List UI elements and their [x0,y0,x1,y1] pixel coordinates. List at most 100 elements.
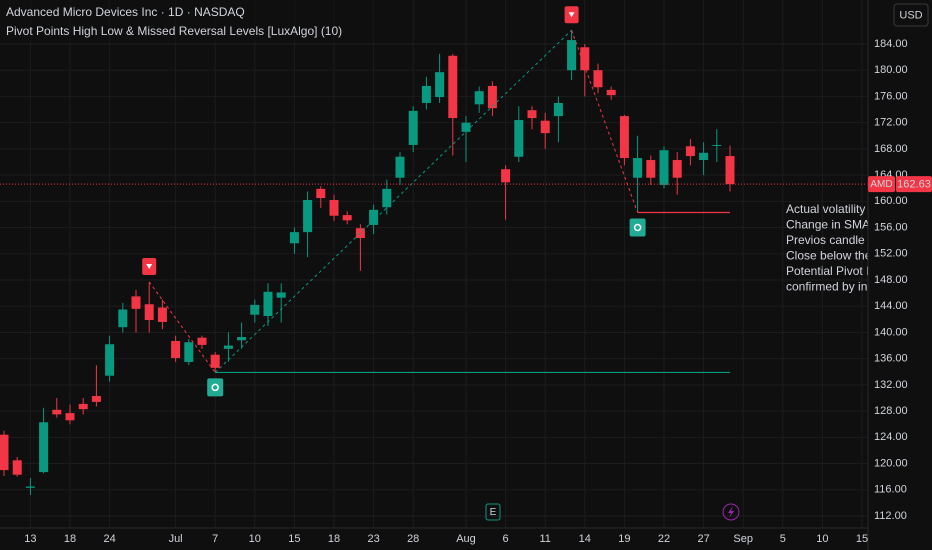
candle-body [91,396,101,402]
zigzag-line [571,30,639,213]
y-tick-label: 180.00 [874,64,908,76]
candle-body [633,158,643,178]
candle-body [435,72,445,98]
candle-body [408,110,418,145]
y-tick-label: 136.00 [874,353,908,365]
y-tick-label: 124.00 [874,431,908,443]
x-tick-label: 23 [367,533,379,545]
event-marker [485,503,501,521]
y-tick-label: 120.00 [874,457,908,469]
symbol-tag-label: AMD [870,179,892,190]
event-dividend [722,503,740,521]
candle-body [474,91,484,105]
annotation-text: Actual volatility is hig [786,202,897,216]
candle-body [580,47,590,71]
x-tick-label: 24 [103,533,115,545]
candle-body [725,156,735,185]
candle-body [369,209,379,225]
candle-body [646,160,656,178]
y-tick-label: 144.00 [874,300,908,312]
candle-body [342,215,352,221]
currency-label[interactable]: USD [899,9,922,21]
candle-body [276,292,286,298]
y-tick-label: 156.00 [874,221,908,233]
axes: 112.00 116.00 120.00 124.00 128.00 132.00 136.… [24,38,932,545]
annotation-text: Close below the prior [786,249,899,263]
y-tick-label: 160.00 [874,195,908,207]
candle-body [355,228,365,239]
grid [0,0,868,528]
pivot-high-arrow [568,12,575,18]
pivot-high-arrow [146,263,153,269]
pivot-low-marker [207,378,224,397]
y-tick-label: 172.00 [874,117,908,129]
candle-body [157,307,167,322]
candle-body [501,169,511,183]
candle-body [487,85,497,109]
candle-body [329,200,339,216]
zigzag-line [214,29,572,373]
candle-body [421,85,431,103]
currency-button[interactable] [893,3,929,27]
price-axis [868,0,932,550]
time-axis [0,528,868,550]
x-tick-label: 18 [64,533,76,545]
candle-body [210,354,220,368]
x-tick-label: 5 [780,533,786,545]
candle-body [606,89,616,96]
candle-body [514,120,524,157]
legend-bg [0,0,385,42]
candle-body [131,296,141,309]
y-tick-label: 176.00 [874,90,908,102]
candle-body [144,304,154,320]
y-tick-label: 168.00 [874,143,908,155]
candle-body [223,345,233,349]
x-tick-label: 19 [618,533,630,545]
x-tick-label: 13 [24,533,36,545]
x-tick-label: 10 [249,533,261,545]
candle-body [105,344,115,376]
candle-body [171,340,181,359]
candle-body [395,156,405,178]
x-tick-label: Sep [733,533,753,545]
candle-body [65,413,75,421]
x-tick-label: 10 [816,533,828,545]
candle-body [263,291,273,317]
price-tag [896,176,932,193]
x-tick-label: 14 [579,533,591,545]
plot-area: Actual volatility is hig Change in SMA is… [0,6,901,521]
symbol-tag [868,176,895,193]
annotation-text: Potential Pivot Point r [786,264,901,278]
x-tick-label: 28 [407,533,419,545]
candle-body [12,460,22,475]
x-tick-label: Aug [456,533,476,545]
pivot-low-icon [633,223,642,232]
x-tick-label: Jul [169,533,183,545]
candle-body [527,110,537,119]
candle-body [699,152,709,161]
candle-body [540,120,550,134]
y-tick-label: 148.00 [874,274,908,286]
y-tick-label: 140.00 [874,326,908,338]
candle-body [659,150,669,185]
candle-body [39,422,49,473]
candle-body [289,232,299,244]
pivot-low-marker [629,218,646,237]
candle-body [685,146,695,157]
x-tick-label: 11 [539,533,550,545]
y-tick-label: 152.00 [874,248,908,260]
candle-body [712,144,722,146]
chart-title: Advanced Micro Devices Inc · 1D · NASDAQ [6,5,245,19]
y-tick-label: 112.00 [874,510,907,522]
x-tick-label: 22 [658,533,670,545]
x-tick-label: 27 [697,533,709,545]
candle-body [118,309,128,328]
y-tick-label: 128.00 [874,405,908,417]
annotation-text: confirmed by increasi [786,280,899,294]
event-label: E [490,507,497,518]
annotation-text: Previos candle was a [786,233,900,247]
x-tick-label: 18 [328,533,340,545]
y-tick-label: 184.00 [874,38,908,50]
